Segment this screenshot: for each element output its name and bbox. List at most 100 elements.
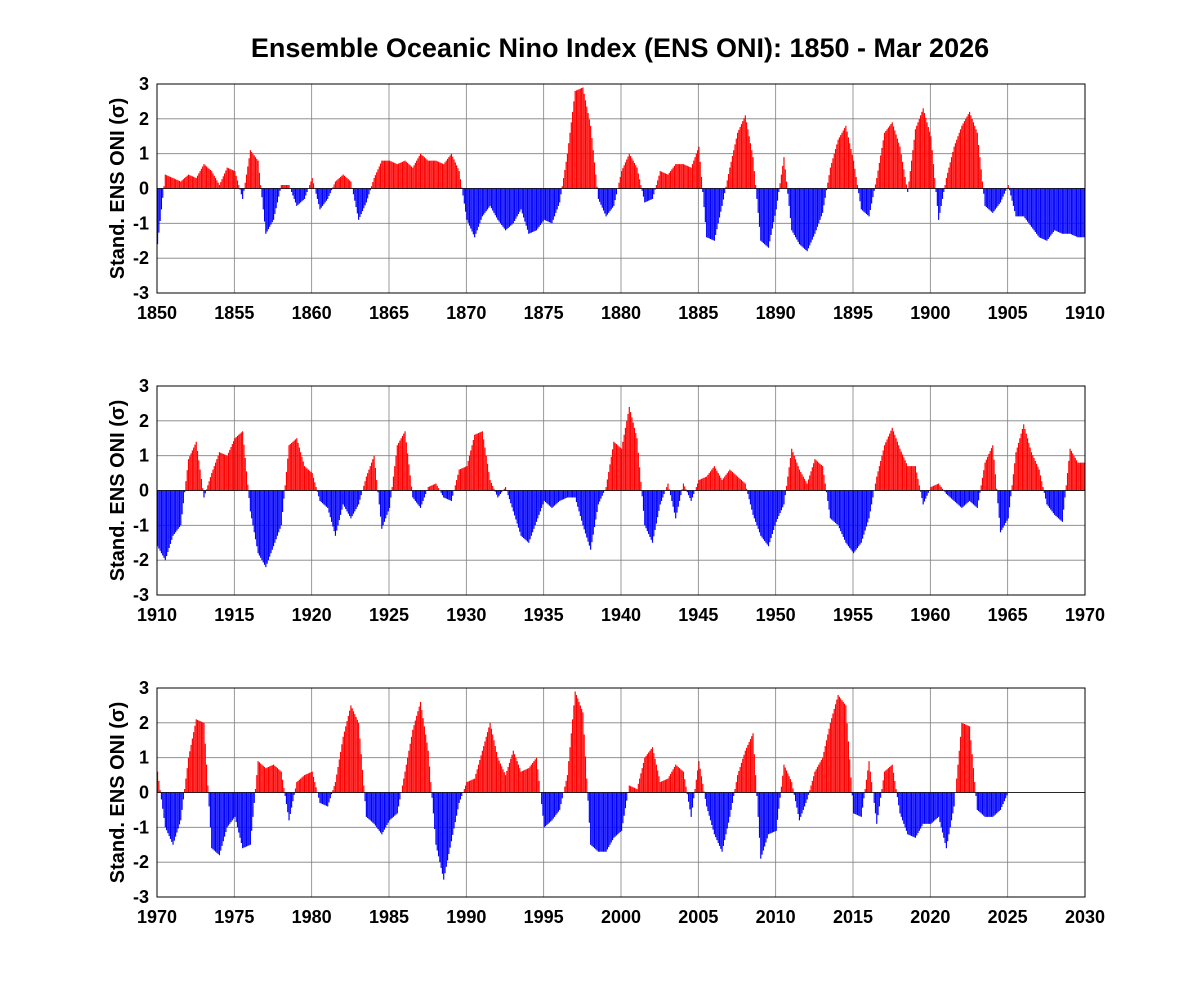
bar bbox=[505, 188, 507, 231]
bar bbox=[673, 766, 676, 793]
bar bbox=[746, 488, 748, 491]
bar bbox=[605, 188, 607, 217]
bar bbox=[566, 775, 569, 793]
bar-series bbox=[157, 406, 1085, 568]
bar bbox=[443, 792, 445, 880]
y-tick-label: 1 bbox=[139, 446, 149, 466]
bar bbox=[244, 182, 246, 189]
bar bbox=[379, 163, 382, 189]
bar bbox=[1055, 188, 1057, 231]
bar bbox=[1016, 447, 1018, 491]
bar bbox=[408, 164, 410, 189]
plot-frame bbox=[156, 83, 1086, 294]
bar bbox=[355, 188, 357, 208]
x-tick-label: 1940 bbox=[601, 605, 641, 625]
bar bbox=[238, 434, 240, 491]
bar bbox=[635, 788, 637, 793]
bar bbox=[530, 188, 532, 233]
bar bbox=[1032, 455, 1034, 491]
bar bbox=[755, 490, 757, 522]
bar bbox=[606, 188, 608, 215]
bar bbox=[280, 771, 282, 793]
bar bbox=[488, 188, 490, 208]
bar bbox=[798, 188, 801, 245]
bar bbox=[610, 188, 612, 210]
bar bbox=[578, 89, 580, 189]
bar bbox=[378, 792, 380, 831]
bar bbox=[221, 179, 223, 189]
bar bbox=[584, 490, 587, 534]
bar bbox=[824, 746, 826, 793]
bar bbox=[758, 792, 761, 838]
bar bbox=[211, 171, 213, 189]
bar bbox=[169, 490, 172, 544]
bar bbox=[452, 156, 454, 189]
bar bbox=[212, 792, 214, 850]
bar bbox=[831, 718, 833, 793]
bar bbox=[779, 183, 781, 189]
bar bbox=[443, 164, 445, 189]
bar bbox=[904, 176, 906, 189]
bar bbox=[257, 761, 259, 793]
bar bbox=[889, 433, 891, 491]
bar bbox=[574, 490, 576, 498]
x-tick-label: 2010 bbox=[756, 907, 796, 927]
bar bbox=[630, 786, 632, 793]
bar bbox=[688, 166, 690, 189]
bar bbox=[702, 478, 704, 491]
bar bbox=[494, 490, 496, 492]
bar bbox=[883, 771, 886, 793]
bar bbox=[490, 728, 492, 793]
bar bbox=[920, 115, 922, 189]
bar bbox=[194, 177, 196, 189]
bar bbox=[412, 490, 414, 498]
bar bbox=[600, 490, 602, 499]
bar bbox=[244, 457, 246, 491]
bar bbox=[767, 490, 770, 547]
bar bbox=[911, 160, 913, 189]
bar bbox=[474, 188, 476, 238]
bar bbox=[526, 188, 529, 230]
bar bbox=[953, 490, 955, 501]
bar bbox=[542, 792, 544, 816]
x-tick-label: 1965 bbox=[988, 605, 1028, 625]
bar bbox=[1079, 462, 1082, 491]
bar bbox=[720, 188, 722, 212]
bar bbox=[543, 792, 545, 828]
bar bbox=[200, 478, 202, 491]
bar bbox=[555, 490, 557, 505]
bar bbox=[381, 160, 383, 189]
bar bbox=[916, 472, 918, 491]
bar bbox=[775, 792, 777, 831]
bar bbox=[970, 490, 972, 503]
bar bbox=[163, 186, 165, 189]
x-tick-label: 1850 bbox=[137, 303, 177, 323]
bar bbox=[328, 188, 330, 197]
bar bbox=[904, 460, 906, 491]
bar bbox=[876, 476, 878, 491]
bar bbox=[285, 185, 288, 189]
bar bbox=[498, 760, 500, 793]
bar bbox=[742, 758, 744, 793]
bar bbox=[773, 792, 775, 832]
bar bbox=[488, 471, 490, 491]
bar bbox=[673, 165, 676, 189]
bar bbox=[318, 490, 320, 497]
bar bbox=[459, 179, 462, 189]
bar bbox=[240, 432, 242, 491]
bar bbox=[222, 453, 224, 491]
bar bbox=[898, 792, 900, 806]
bar bbox=[398, 792, 400, 807]
bar bbox=[1081, 188, 1083, 238]
bar bbox=[440, 792, 442, 868]
bar bbox=[523, 188, 525, 218]
bar bbox=[221, 792, 223, 846]
bar bbox=[649, 750, 651, 793]
bar bbox=[824, 188, 826, 198]
bar bbox=[216, 792, 218, 853]
bar bbox=[208, 481, 210, 491]
bar bbox=[416, 490, 418, 503]
bar bbox=[809, 188, 811, 246]
bar bbox=[715, 468, 717, 491]
bar bbox=[356, 188, 358, 214]
